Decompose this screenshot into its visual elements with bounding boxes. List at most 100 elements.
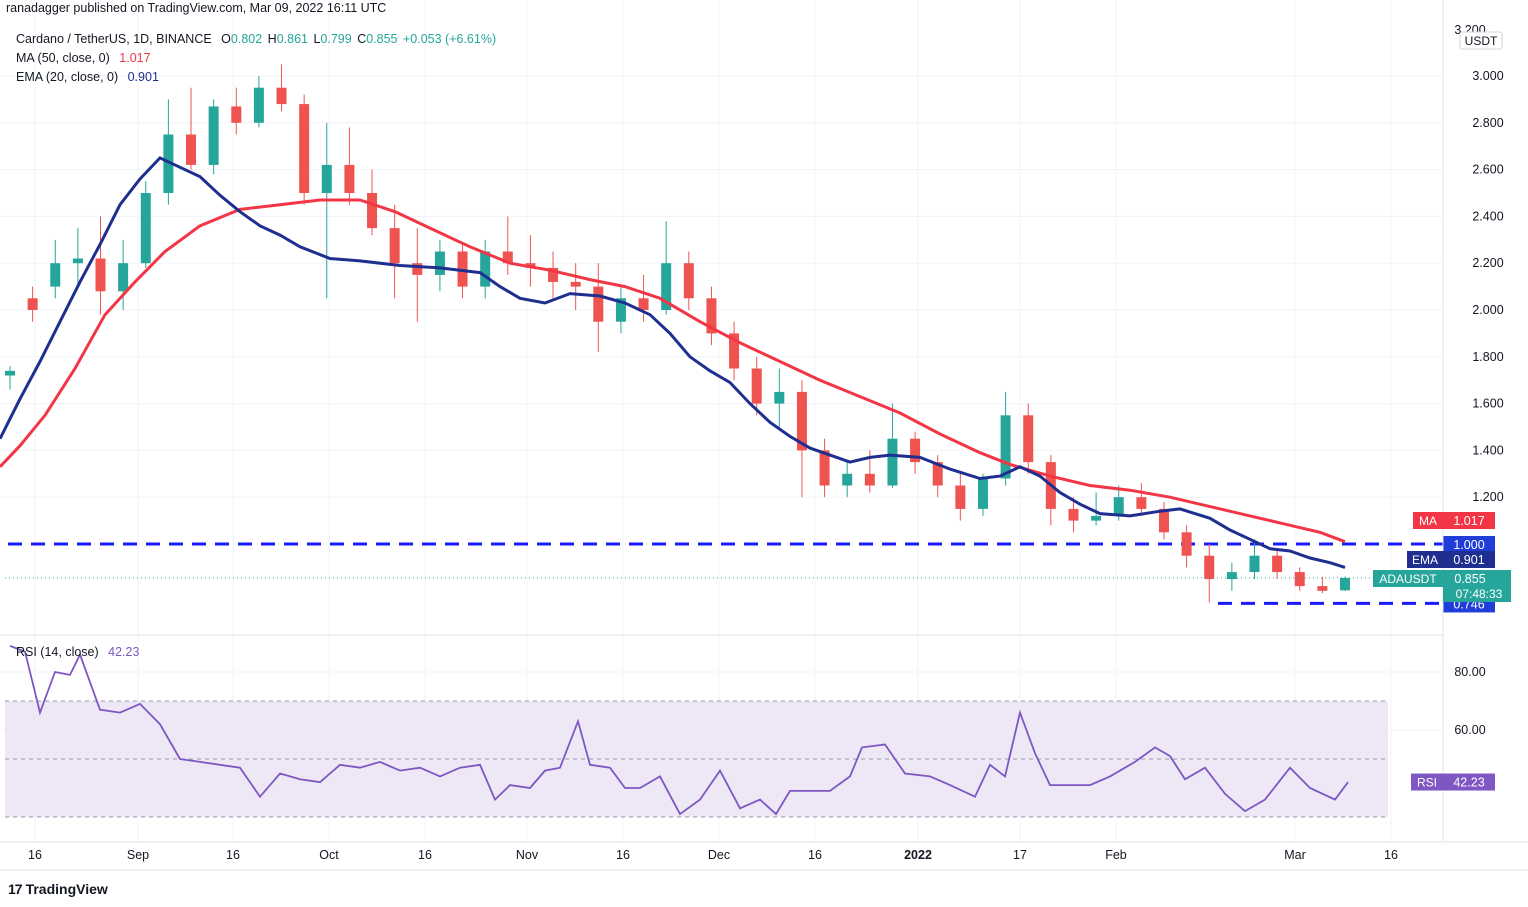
price-tick-label: 2.200 — [1472, 256, 1503, 270]
price-tick-label: 2.800 — [1472, 116, 1503, 130]
rsi-value-tag — [1443, 773, 1495, 791]
candle-body — [751, 368, 762, 404]
price-tick-label: 1.200 — [1472, 490, 1503, 504]
candle-body — [615, 298, 626, 322]
ema-name-tag — [1407, 551, 1443, 568]
candle-body — [1158, 508, 1169, 533]
candle-body — [1091, 515, 1102, 521]
candle-body — [276, 87, 287, 105]
time-tick-label: 16 — [28, 848, 42, 862]
candlesticks — [5, 64, 1350, 603]
last-price-tag-value: 0.855 — [1454, 572, 1485, 586]
time-tick-label: Mar — [1284, 848, 1306, 862]
price-tick-label: 1.400 — [1472, 443, 1503, 457]
candle-body — [1294, 572, 1305, 587]
candle-body — [548, 267, 559, 282]
high-value: 0.861 — [276, 32, 308, 46]
candle-body — [955, 485, 966, 509]
ema-value-tag-label: 0.901 — [1453, 553, 1484, 567]
level-tag-label: 1.000 — [1453, 538, 1484, 552]
candle-body — [1272, 555, 1283, 573]
ma-name-tag — [1413, 512, 1443, 529]
candle-body — [50, 263, 61, 287]
candle-body — [1226, 572, 1237, 580]
ema-line — [0, 156, 1346, 569]
candle-body — [1249, 555, 1260, 573]
ma-value-tag-label: 1.017 — [1453, 514, 1484, 528]
rsi-band — [5, 700, 1388, 818]
candle-body — [480, 251, 491, 287]
ma-value-tag — [1443, 512, 1495, 529]
price-tick-label: 1.800 — [1472, 350, 1503, 364]
ma-legend-value: 1.017 — [119, 51, 151, 65]
candle-body — [253, 87, 264, 123]
rsi-legend: RSI (14, close) 42.23 — [16, 645, 139, 659]
candle-body — [321, 164, 332, 193]
rsi-tick-label: 60.00 — [1454, 723, 1485, 737]
candle-body — [1204, 555, 1215, 580]
time-tick-label: Feb — [1105, 848, 1127, 862]
candle-body — [593, 286, 604, 322]
rsi-name-tag-label: RSI — [1417, 776, 1437, 790]
last-price-tag — [1443, 570, 1511, 602]
time-tick-label: 16 — [808, 848, 822, 862]
ema-legend-label: EMA (20, close, 0) — [16, 70, 119, 84]
candle-body — [502, 251, 513, 264]
time-tick-label: 2022 — [904, 848, 932, 862]
rsi-value-tag-label: 42.23 — [1453, 776, 1484, 790]
rsi-name-tag — [1411, 773, 1443, 791]
ema-name-tag-label: EMA — [1412, 553, 1438, 567]
candle-body — [163, 134, 174, 193]
tradingview-logo-text: TradingView — [25, 881, 108, 897]
time-tick-label: 16 — [418, 848, 432, 862]
ma-name-tag-label: MA — [1419, 514, 1437, 528]
time-tick-label: Oct — [319, 848, 339, 862]
candle-body — [1340, 577, 1350, 591]
time-tick-label: Sep — [127, 848, 149, 862]
price-tick-label: 3.000 — [1472, 69, 1503, 83]
candle-body — [231, 106, 242, 123]
candle-body — [1317, 586, 1328, 591]
time-tick-label: 16 — [226, 848, 240, 862]
close-label: C — [357, 32, 367, 46]
ma-legend: MA (50, close, 0) 1.017 — [16, 51, 151, 65]
candle-body — [434, 251, 445, 275]
candle-body — [706, 298, 717, 334]
candle-body — [887, 438, 898, 486]
candle-body — [299, 104, 310, 193]
publish-credit: ranadagger published on TradingView.com,… — [6, 1, 387, 15]
price-tick-label: 2.400 — [1472, 209, 1503, 223]
candle-body — [910, 438, 921, 463]
open-value: 0.802 — [230, 32, 263, 46]
candle-body — [27, 298, 38, 310]
candle-body — [1000, 415, 1011, 479]
candle-body — [118, 263, 129, 292]
candle-body — [5, 370, 15, 376]
low-value: 0.799 — [320, 32, 352, 46]
ma-legend-label: MA (50, close, 0) — [16, 51, 110, 65]
candle-body — [95, 258, 106, 292]
candle-body — [774, 391, 785, 404]
tradingview-logo: 17 TradingView — [8, 881, 108, 897]
candle-body — [1181, 532, 1192, 556]
symbol-name-tag-label: ADAUSDT — [1379, 572, 1437, 586]
candle-body — [1023, 415, 1034, 463]
rsi-legend-value: 42.23 — [108, 645, 140, 659]
time-tick-label: 16 — [616, 848, 630, 862]
ema-legend: EMA (20, close, 0) 0.901 — [16, 70, 159, 84]
time-tick-label: 16 — [1384, 848, 1398, 862]
tradingview-logo-icon: 17 — [8, 881, 23, 897]
indicator-lines — [0, 156, 1443, 816]
candle-body — [729, 333, 740, 369]
time-tick-label: 17 — [1013, 848, 1027, 862]
candle-body — [638, 298, 649, 310]
rsi-tick-label: 80.00 — [1454, 665, 1485, 679]
candle-body — [344, 164, 355, 193]
candle-body — [1113, 497, 1124, 516]
candle-body — [412, 263, 423, 275]
candle-body — [819, 450, 830, 486]
ema-value-tag — [1443, 551, 1495, 568]
candle-body — [796, 391, 807, 451]
symbol-header: Cardano / TetherUS, 1D, BINANCE O0.802 H… — [16, 32, 496, 46]
